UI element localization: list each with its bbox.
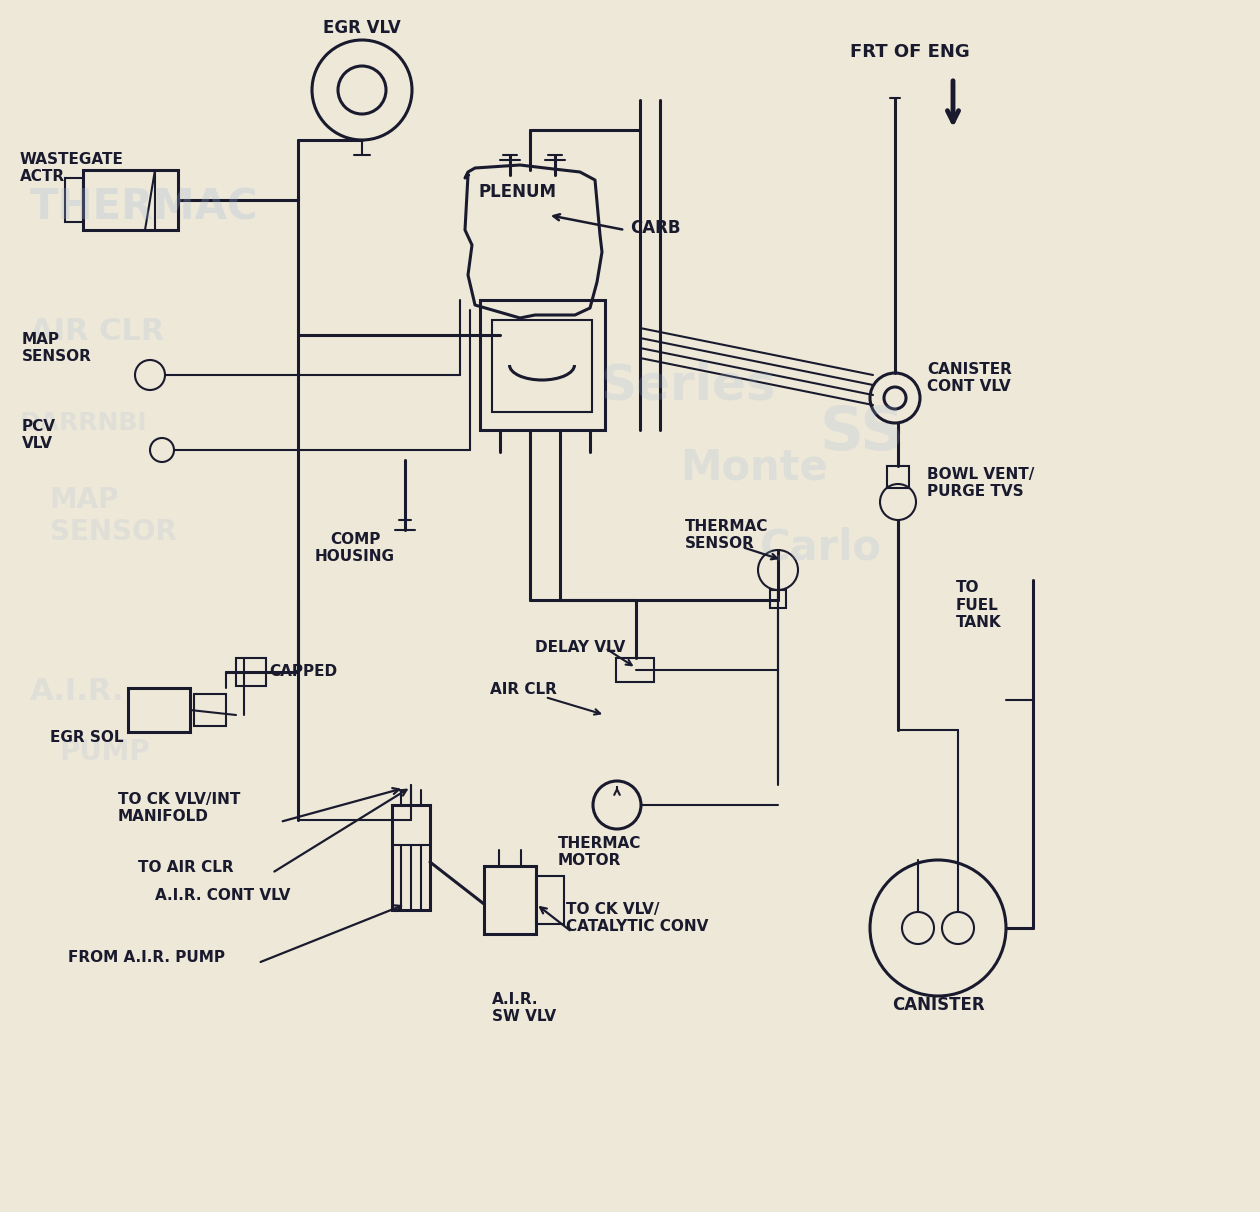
- Bar: [480, 301, 605, 430]
- Text: COMP
HOUSING: COMP HOUSING: [315, 532, 394, 565]
- Bar: [491, 320, 592, 412]
- Text: CARB: CARB: [630, 219, 680, 238]
- Bar: [129, 688, 190, 732]
- Text: Monte: Monte: [680, 447, 828, 488]
- Text: EGR SOL: EGR SOL: [50, 730, 123, 744]
- Text: A.I.R.: A.I.R.: [30, 678, 125, 707]
- Text: THERMAC
SENSOR: THERMAC SENSOR: [685, 519, 769, 551]
- Text: FROM A.I.R. PUMP: FROM A.I.R. PUMP: [68, 950, 226, 966]
- Text: PCV
VLV: PCV VLV: [21, 419, 55, 451]
- Text: WASTEGATE
ACTR: WASTEGATE ACTR: [20, 152, 123, 184]
- Bar: [392, 805, 430, 910]
- Text: PLENUM: PLENUM: [478, 183, 556, 201]
- Text: BOWL VENT/
PURGE TVS: BOWL VENT/ PURGE TVS: [927, 467, 1034, 499]
- Bar: [484, 867, 536, 934]
- Text: FRT OF ENG: FRT OF ENG: [850, 42, 970, 61]
- Text: THERMAC
MOTOR: THERMAC MOTOR: [558, 836, 641, 868]
- Bar: [66, 178, 83, 222]
- Bar: [770, 590, 786, 608]
- Bar: [616, 658, 654, 682]
- Text: A.I.R. CONT VLV: A.I.R. CONT VLV: [155, 887, 290, 903]
- Bar: [536, 876, 564, 924]
- Text: A.I.R.
SW VLV: A.I.R. SW VLV: [491, 991, 556, 1024]
- Text: AIR CLR: AIR CLR: [30, 318, 164, 345]
- Text: THERMAC: THERMAC: [30, 187, 258, 229]
- Text: EGR VLV: EGR VLV: [323, 19, 401, 38]
- Text: DARRNBI: DARRNBI: [20, 411, 147, 435]
- Text: TO
FUEL
TANK: TO FUEL TANK: [956, 581, 1002, 630]
- Bar: [83, 170, 178, 230]
- Bar: [194, 694, 226, 726]
- Text: TO CK VLV/INT
MANIFOLD: TO CK VLV/INT MANIFOLD: [118, 791, 241, 824]
- Text: TO CK VLV/
CATALYTIC CONV: TO CK VLV/ CATALYTIC CONV: [566, 902, 708, 934]
- Text: TO AIR CLR: TO AIR CLR: [139, 861, 233, 875]
- Text: MAP
SENSOR: MAP SENSOR: [50, 486, 176, 545]
- Text: CANISTER
CONT VLV: CANISTER CONT VLV: [927, 362, 1012, 394]
- Text: DELAY VLV: DELAY VLV: [536, 640, 625, 656]
- Bar: [887, 465, 908, 488]
- Bar: [236, 658, 266, 686]
- Text: PUMP: PUMP: [60, 738, 151, 766]
- Text: MAP
SENSOR: MAP SENSOR: [21, 332, 92, 364]
- Text: Carlo: Carlo: [760, 527, 882, 568]
- Text: CANISTER: CANISTER: [892, 996, 984, 1014]
- Text: Series: Series: [600, 362, 775, 410]
- Text: SS: SS: [820, 404, 905, 463]
- Text: CAPPED: CAPPED: [268, 664, 338, 680]
- Text: AIR CLR: AIR CLR: [490, 682, 557, 697]
